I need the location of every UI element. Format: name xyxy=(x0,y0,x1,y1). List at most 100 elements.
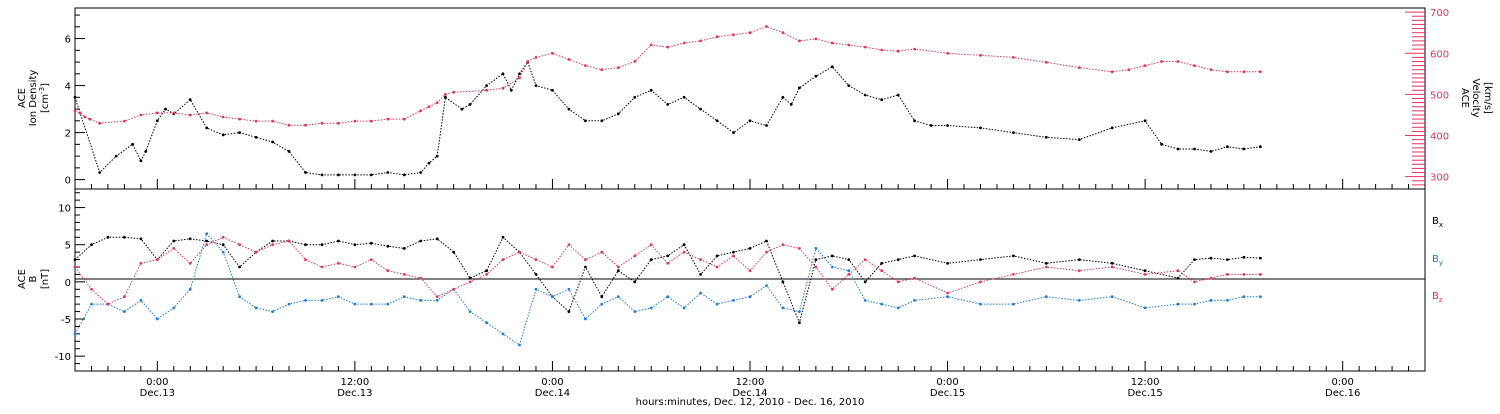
density-point xyxy=(337,173,340,177)
density-point xyxy=(616,112,620,116)
velocity-point xyxy=(979,53,982,57)
by-point xyxy=(896,306,900,310)
bz-point xyxy=(386,269,390,273)
by-point xyxy=(1259,295,1262,299)
density-point xyxy=(1012,131,1015,135)
bx-point xyxy=(616,269,620,273)
velocity-point xyxy=(98,121,102,125)
velocity-point xyxy=(518,76,521,80)
bz-point xyxy=(402,273,406,276)
bx-point xyxy=(633,280,637,284)
bz-trace xyxy=(74,236,1261,305)
x-tick-date-label: Dec.15 xyxy=(1127,388,1162,399)
bx-point xyxy=(814,258,818,261)
bz-point xyxy=(913,276,916,280)
bz-point xyxy=(172,247,176,250)
density-point xyxy=(748,119,752,123)
density-point xyxy=(144,150,148,153)
by-point xyxy=(534,287,538,291)
bx-point xyxy=(369,241,373,245)
density-point xyxy=(600,119,604,123)
by-point xyxy=(946,295,949,299)
density-point xyxy=(1242,147,1246,151)
top-right-axis-label-line3: [km/s] xyxy=(1482,82,1493,114)
bz-point xyxy=(468,280,472,284)
bx-point xyxy=(913,254,916,258)
density-point xyxy=(509,88,513,92)
top-right-tick-label: 700 xyxy=(1430,8,1449,19)
top-density-series xyxy=(73,60,1262,177)
density-point xyxy=(427,161,431,165)
bz-point xyxy=(353,265,357,269)
bx-point xyxy=(1193,258,1196,261)
density-trace xyxy=(74,61,1261,176)
top-right-tick-label: 400 xyxy=(1430,132,1449,143)
density-point xyxy=(567,107,571,111)
velocity-point xyxy=(1110,70,1114,74)
density-point xyxy=(468,103,472,106)
bx-point xyxy=(320,243,324,247)
velocity-point xyxy=(649,43,653,47)
velocity-point xyxy=(402,117,406,121)
bz-point xyxy=(271,243,274,247)
bz-point xyxy=(567,243,571,247)
by-point xyxy=(353,302,357,306)
density-point xyxy=(501,72,505,76)
bz-point xyxy=(732,254,735,258)
by-point xyxy=(271,310,274,313)
density-point xyxy=(929,124,933,127)
bx-point xyxy=(534,273,538,276)
by-point xyxy=(798,310,801,313)
velocity-point xyxy=(1242,70,1246,74)
bx-point xyxy=(139,237,143,241)
top-right-axis-label-line1: ACE xyxy=(1459,88,1470,108)
density-point xyxy=(715,119,719,123)
top-right-axis-label-line2: Velocity xyxy=(1470,78,1481,117)
density-point xyxy=(1176,147,1180,151)
x-tick-date-label: Dec.13 xyxy=(140,388,175,399)
velocity-point xyxy=(271,119,274,123)
top-left-tick-label: 2 xyxy=(65,129,71,140)
by-point xyxy=(814,247,818,250)
by-point xyxy=(123,310,126,313)
density-point xyxy=(699,107,702,111)
bz-point xyxy=(863,258,867,261)
velocity-point xyxy=(83,115,87,119)
bz-point xyxy=(254,250,258,254)
density-point xyxy=(1193,147,1196,151)
bottom-tick-label: 5 xyxy=(65,241,71,252)
by-point xyxy=(139,299,143,302)
x-axis-title: hours:minutes, Dec. 12, 2010 - Dec. 16, … xyxy=(636,397,865,408)
density-point xyxy=(789,103,793,106)
density-point xyxy=(485,84,488,87)
top-right-tick-label: 300 xyxy=(1430,173,1449,184)
bx-point xyxy=(781,280,785,284)
density-point xyxy=(164,107,167,111)
density-point xyxy=(435,154,439,158)
bz-point xyxy=(155,258,159,261)
bx-point xyxy=(353,243,357,247)
bx-point xyxy=(172,239,176,243)
bx-point xyxy=(386,244,390,248)
by-point xyxy=(501,332,505,336)
velocity-point xyxy=(188,113,192,117)
density-point xyxy=(880,98,884,102)
x-tick-time-label: 0:00 xyxy=(541,377,563,388)
bottom-axis-label-line1: ACE xyxy=(17,269,28,289)
by-point xyxy=(337,295,340,299)
bx-point xyxy=(221,243,225,247)
x-tick-time-label: 0:00 xyxy=(1331,377,1353,388)
bx-point xyxy=(402,247,406,250)
bottom-bz-series xyxy=(73,235,1262,306)
bz-point xyxy=(765,250,768,254)
velocity-point xyxy=(830,41,834,45)
density-point xyxy=(765,124,768,127)
velocity-point xyxy=(419,109,423,113)
velocity-point xyxy=(1259,70,1262,74)
bz-point xyxy=(584,258,587,261)
velocity-point xyxy=(435,101,439,104)
density-point xyxy=(551,88,554,92)
by-point xyxy=(287,302,291,306)
by-point xyxy=(765,284,768,287)
